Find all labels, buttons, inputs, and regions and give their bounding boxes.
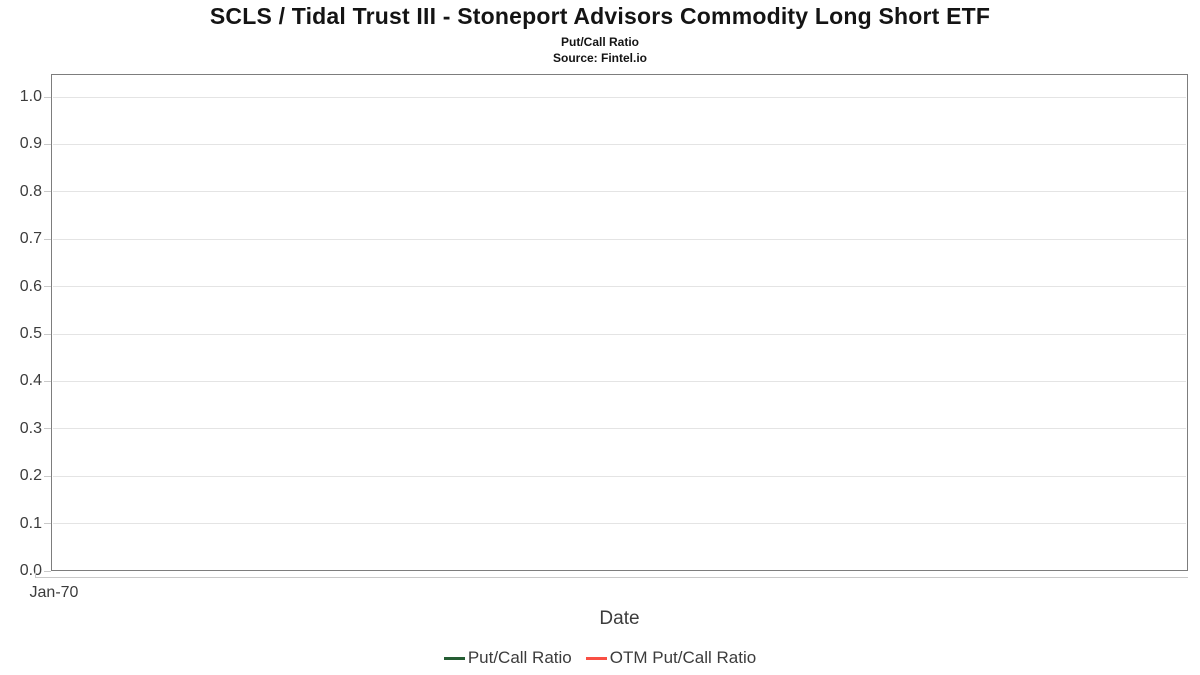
y-axis-tick [44, 286, 51, 288]
y-axis-tick [44, 333, 51, 335]
chart-subtitle: Put/Call Ratio [560, 35, 639, 49]
gridline [53, 96, 1186, 98]
x-tick-label: Jan-70 [29, 584, 79, 601]
x-axis-tick [35, 571, 36, 578]
gridline [53, 143, 1186, 145]
chart-title: SCLS / Tidal Trust III - Stoneport Advis… [209, 3, 991, 29]
y-axis-tick [44, 380, 51, 382]
y-axis-tick [44, 143, 51, 145]
y-tick-label: 0.0 [19, 562, 42, 579]
x-axis-title: Date [599, 608, 640, 629]
otm-put-call-ratio-line-icon [585, 656, 607, 660]
legend-label-put-call-ratio: Put/Call Ratio [467, 648, 572, 667]
gridline [53, 286, 1186, 288]
y-tick-label: 0.7 [19, 230, 42, 248]
gridline [53, 523, 1186, 525]
y-tick-label: 0.4 [19, 372, 42, 390]
y-axis-tick [44, 475, 51, 477]
y-axis-tick [44, 191, 51, 193]
y-axis-tick [44, 96, 51, 98]
y-axis-tick [44, 238, 51, 240]
x-axis-line [35, 577, 1188, 578]
chart-source-label: Source: Fintel.io [552, 51, 647, 65]
legend-item-put-call-ratio[interactable]: Put/Call Ratio [443, 648, 572, 668]
y-axis-tick [44, 428, 51, 430]
legend-item-otm-put-call-ratio[interactable]: OTM Put/Call Ratio [585, 648, 757, 668]
y-tick-label: 0.5 [19, 325, 42, 342]
y-axis-tick [44, 523, 51, 525]
y-tick-label: 0.2 [19, 467, 42, 485]
y-tick-label: 0.6 [19, 277, 42, 295]
gridline [53, 333, 1186, 335]
gridline [53, 380, 1186, 382]
plot-area [51, 74, 1188, 571]
y-tick-label: 0.9 [19, 135, 42, 153]
y-tick-label: 0.1 [19, 514, 42, 532]
put-call-ratio-line-icon [443, 656, 465, 660]
y-axis-tick [44, 570, 51, 572]
y-tick-label: 0.8 [19, 182, 42, 200]
legend-label-otm-put-call-ratio: OTM Put/Call Ratio [609, 648, 757, 667]
y-tick-label: 0.3 [19, 419, 42, 437]
gridline [53, 191, 1186, 193]
gridline [53, 475, 1186, 477]
gridline [53, 428, 1186, 430]
gridline [53, 238, 1186, 240]
legend: Put/Call Ratio OTM Put/Call Ratio [0, 648, 1200, 668]
y-tick-label: 1.0 [19, 88, 42, 105]
